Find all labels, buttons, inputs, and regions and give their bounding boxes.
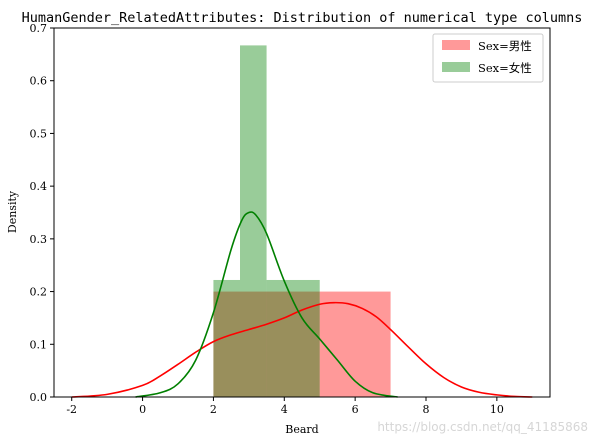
y-tick-label: 0.4 [30,180,48,193]
kde-line-female [135,211,398,398]
legend-label-male: Sex=男性 [478,39,532,53]
legend-swatch-male [442,40,470,50]
y-tick-label: 0.2 [30,286,48,299]
hist-bar-female-2 [266,279,320,397]
y-tick-label: 0.3 [30,233,48,246]
y-axis-label: Density [6,190,19,233]
y-axis-ticks: 0.0 0.1 0.2 0.3 0.4 0.5 0.6 0.7 [30,22,54,404]
legend-swatch-female [442,62,470,72]
chart-title: HumanGender_RelatedAttributes: Distribut… [22,10,583,26]
x-tick-label: 2 [210,403,217,416]
kde-line-male [71,301,533,398]
legend-label-female: Sex=女性 [478,61,532,75]
plot-area: -2 0 2 4 6 8 10 0.0 0.1 0.2 0.3 0.4 0.5 0.6 0.7 [30,22,551,416]
histogram-bars [213,45,391,397]
legend: Sex=男性 Sex=女性 [432,33,544,83]
y-tick-label: 0.1 [30,338,48,351]
x-tick-label: 10 [490,403,504,416]
y-tick-label: 0.7 [30,22,48,35]
x-axis-label: Beard [285,423,318,436]
hist-bar-male-1 [319,291,391,397]
legend-frame [432,33,544,83]
x-tick-label: 8 [423,403,430,416]
y-tick-label: 0.0 [30,391,48,404]
x-tick-label: -2 [66,403,77,416]
plot-frame [53,27,551,398]
y-tick-label: 0.5 [30,127,48,140]
watermark: https://blog.csdn.net/qq_41185868 [377,420,588,434]
hist-bar-male-0 [213,291,320,397]
kde-curves [71,211,533,398]
x-tick-label: 0 [139,403,146,416]
x-tick-label: 4 [281,403,288,416]
x-tick-label: 6 [352,403,359,416]
x-axis-ticks: -2 0 2 4 6 8 10 [66,397,504,416]
y-tick-label: 0.6 [30,75,48,88]
hist-bar-female-1 [240,45,267,397]
